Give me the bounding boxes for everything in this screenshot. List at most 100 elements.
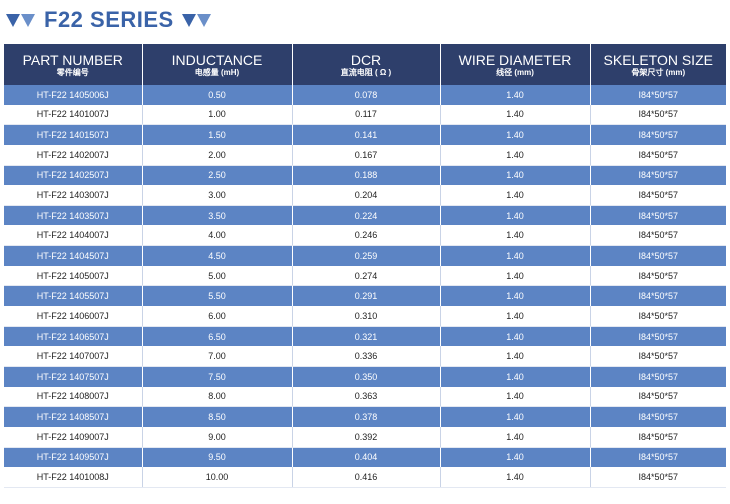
cell-inductance: 0.50 <box>142 85 293 105</box>
cell-inductance: 4.50 <box>142 245 293 266</box>
cell-skeleton-size: I84*50*57 <box>590 245 726 266</box>
header-wire-diameter: WIRE DIAMETER 线径 (mm) <box>440 44 591 85</box>
cell-part-number: HT-F22 1409507J <box>4 447 143 468</box>
cell-skeleton-size: I84*50*57 <box>590 306 726 327</box>
table-row: HT-F22 1408507J 8.50 0.378 1.40 I84*50*57 <box>4 406 726 427</box>
triangle-down-icon <box>181 13 196 27</box>
cell-inductance: 9.50 <box>142 447 293 468</box>
cell-inductance: 5.50 <box>142 285 293 307</box>
triangle-down-icon <box>6 13 20 27</box>
cell-dcr: 0.321 <box>292 326 441 347</box>
header-sublabel: 零件编号 <box>56 67 89 77</box>
cell-dcr: 0.350 <box>292 366 441 387</box>
cell-part-number: HT-F22 1405007J <box>4 265 143 287</box>
cell-part-number: HT-F22 1406507J <box>4 326 143 347</box>
cell-wire-diameter: 1.40 <box>440 104 591 126</box>
cell-wire-diameter: 1.40 <box>440 306 591 327</box>
cell-inductance: 10.00 <box>142 467 293 488</box>
cell-skeleton-size: I84*50*57 <box>590 386 726 408</box>
cell-dcr: 0.078 <box>292 85 441 105</box>
table-row: HT-F22 1409507J 9.50 0.404 1.40 I84*50*57 <box>4 447 726 468</box>
triangle-down-icon <box>21 13 35 27</box>
header-sublabel: 直流电阻 ( Ω ) <box>340 67 392 77</box>
cell-inductance: 5.00 <box>142 265 293 287</box>
cell-dcr: 0.274 <box>292 265 441 287</box>
cell-skeleton-size: I84*50*57 <box>590 447 726 468</box>
cell-wire-diameter: 1.40 <box>440 447 591 468</box>
cell-dcr: 0.310 <box>292 306 441 327</box>
table-row: HT-F22 1405507J 5.50 0.291 1.40 I84*50*57 <box>4 285 726 307</box>
cell-wire-diameter: 1.40 <box>440 144 591 166</box>
cell-dcr: 0.416 <box>292 467 441 488</box>
cell-part-number: HT-F22 1404507J <box>4 245 143 266</box>
cell-inductance: 7.00 <box>142 346 293 367</box>
cell-part-number: HT-F22 1403007J <box>4 185 143 206</box>
cell-wire-diameter: 1.40 <box>440 326 591 347</box>
cell-dcr: 0.167 <box>292 144 441 166</box>
cell-wire-diameter: 1.40 <box>440 386 591 408</box>
cell-dcr: 0.246 <box>292 225 441 247</box>
cell-skeleton-size: I84*50*57 <box>590 265 726 287</box>
cell-part-number: HT-F22 1409007J <box>4 426 143 448</box>
cell-inductance: 8.00 <box>142 386 293 408</box>
table-body: HT-F22 1405006J 0.50 0.078 1.40 I84*50*57 HT-… <box>4 85 726 488</box>
cell-inductance: 9.00 <box>142 426 293 448</box>
cell-wire-diameter: 1.40 <box>440 245 591 266</box>
cell-wire-diameter: 1.40 <box>440 185 591 206</box>
header-sublabel: 电感量 (mH) <box>194 67 240 77</box>
cell-skeleton-size: I84*50*57 <box>590 326 726 347</box>
triangle-down-icon <box>196 13 211 27</box>
cell-inductance: 2.50 <box>142 165 293 186</box>
table-row: HT-F22 1402007J 2.00 0.167 1.40 I84*50*57 <box>4 144 726 166</box>
cell-inductance: 6.50 <box>142 326 293 347</box>
series-title-bar: F22 SERIES <box>6 6 212 34</box>
cell-skeleton-size: I84*50*57 <box>590 165 726 186</box>
spec-table: PART NUMBER 零件编号 INDUCTANCE 电感量 (mH) DCR… <box>4 44 726 488</box>
header-label: SKELETON SIZE <box>603 51 713 68</box>
cell-skeleton-size: I84*50*57 <box>590 406 726 427</box>
cell-dcr: 0.188 <box>292 165 441 186</box>
cell-skeleton-size: I84*50*57 <box>590 426 726 448</box>
cell-dcr: 0.141 <box>292 124 441 145</box>
cell-inductance: 2.00 <box>142 144 293 166</box>
header-label: DCR <box>350 51 382 68</box>
header-label: INDUCTANCE <box>171 51 263 68</box>
cell-part-number: HT-F22 1401507J <box>4 124 143 145</box>
cell-skeleton-size: I84*50*57 <box>590 225 726 247</box>
table-row: HT-F22 1401007J 1.00 0.117 1.40 I84*50*57 <box>4 104 726 126</box>
cell-wire-diameter: 1.40 <box>440 225 591 247</box>
cell-inductance: 1.00 <box>142 104 293 126</box>
table-row: HT-F22 1403007J 3.00 0.204 1.40 I84*50*57 <box>4 185 726 206</box>
table-row: HT-F22 1406007J 6.00 0.310 1.40 I84*50*57 <box>4 306 726 327</box>
cell-skeleton-size: I84*50*57 <box>590 104 726 126</box>
cell-wire-diameter: 1.40 <box>440 285 591 307</box>
cell-dcr: 0.378 <box>292 406 441 427</box>
cell-dcr: 0.204 <box>292 185 441 206</box>
cell-wire-diameter: 1.40 <box>440 165 591 186</box>
cell-dcr: 0.291 <box>292 285 441 307</box>
cell-part-number: HT-F22 1405507J <box>4 285 143 307</box>
cell-skeleton-size: I84*50*57 <box>590 85 726 105</box>
cell-part-number: HT-F22 1403507J <box>4 205 143 226</box>
cell-dcr: 0.259 <box>292 245 441 266</box>
header-dcr: DCR 直流电阻 ( Ω ) <box>292 44 441 85</box>
cell-wire-diameter: 1.40 <box>440 205 591 226</box>
cell-skeleton-size: I84*50*57 <box>590 124 726 145</box>
cell-skeleton-size: I84*50*57 <box>590 467 726 488</box>
cell-part-number: HT-F22 1402007J <box>4 144 143 166</box>
title-left-triangles <box>6 13 36 27</box>
cell-skeleton-size: I84*50*57 <box>590 144 726 166</box>
cell-part-number: HT-F22 1407007J <box>4 346 143 367</box>
cell-wire-diameter: 1.40 <box>440 124 591 145</box>
cell-wire-diameter: 1.40 <box>440 346 591 367</box>
cell-inductance: 8.50 <box>142 406 293 427</box>
table-row: HT-F22 1401507J 1.50 0.141 1.40 I84*50*57 <box>4 124 726 145</box>
cell-dcr: 0.404 <box>292 447 441 468</box>
cell-dcr: 0.363 <box>292 386 441 408</box>
table-row: HT-F22 1405006J 0.50 0.078 1.40 I84*50*57 <box>4 85 726 105</box>
cell-dcr: 0.392 <box>292 426 441 448</box>
table-row: HT-F22 1409007J 9.00 0.392 1.40 I84*50*57 <box>4 426 726 448</box>
cell-part-number: HT-F22 1404007J <box>4 225 143 247</box>
header-label: WIRE DIAMETER <box>458 51 572 68</box>
table-row: HT-F22 1407507J 7.50 0.350 1.40 I84*50*57 <box>4 366 726 387</box>
